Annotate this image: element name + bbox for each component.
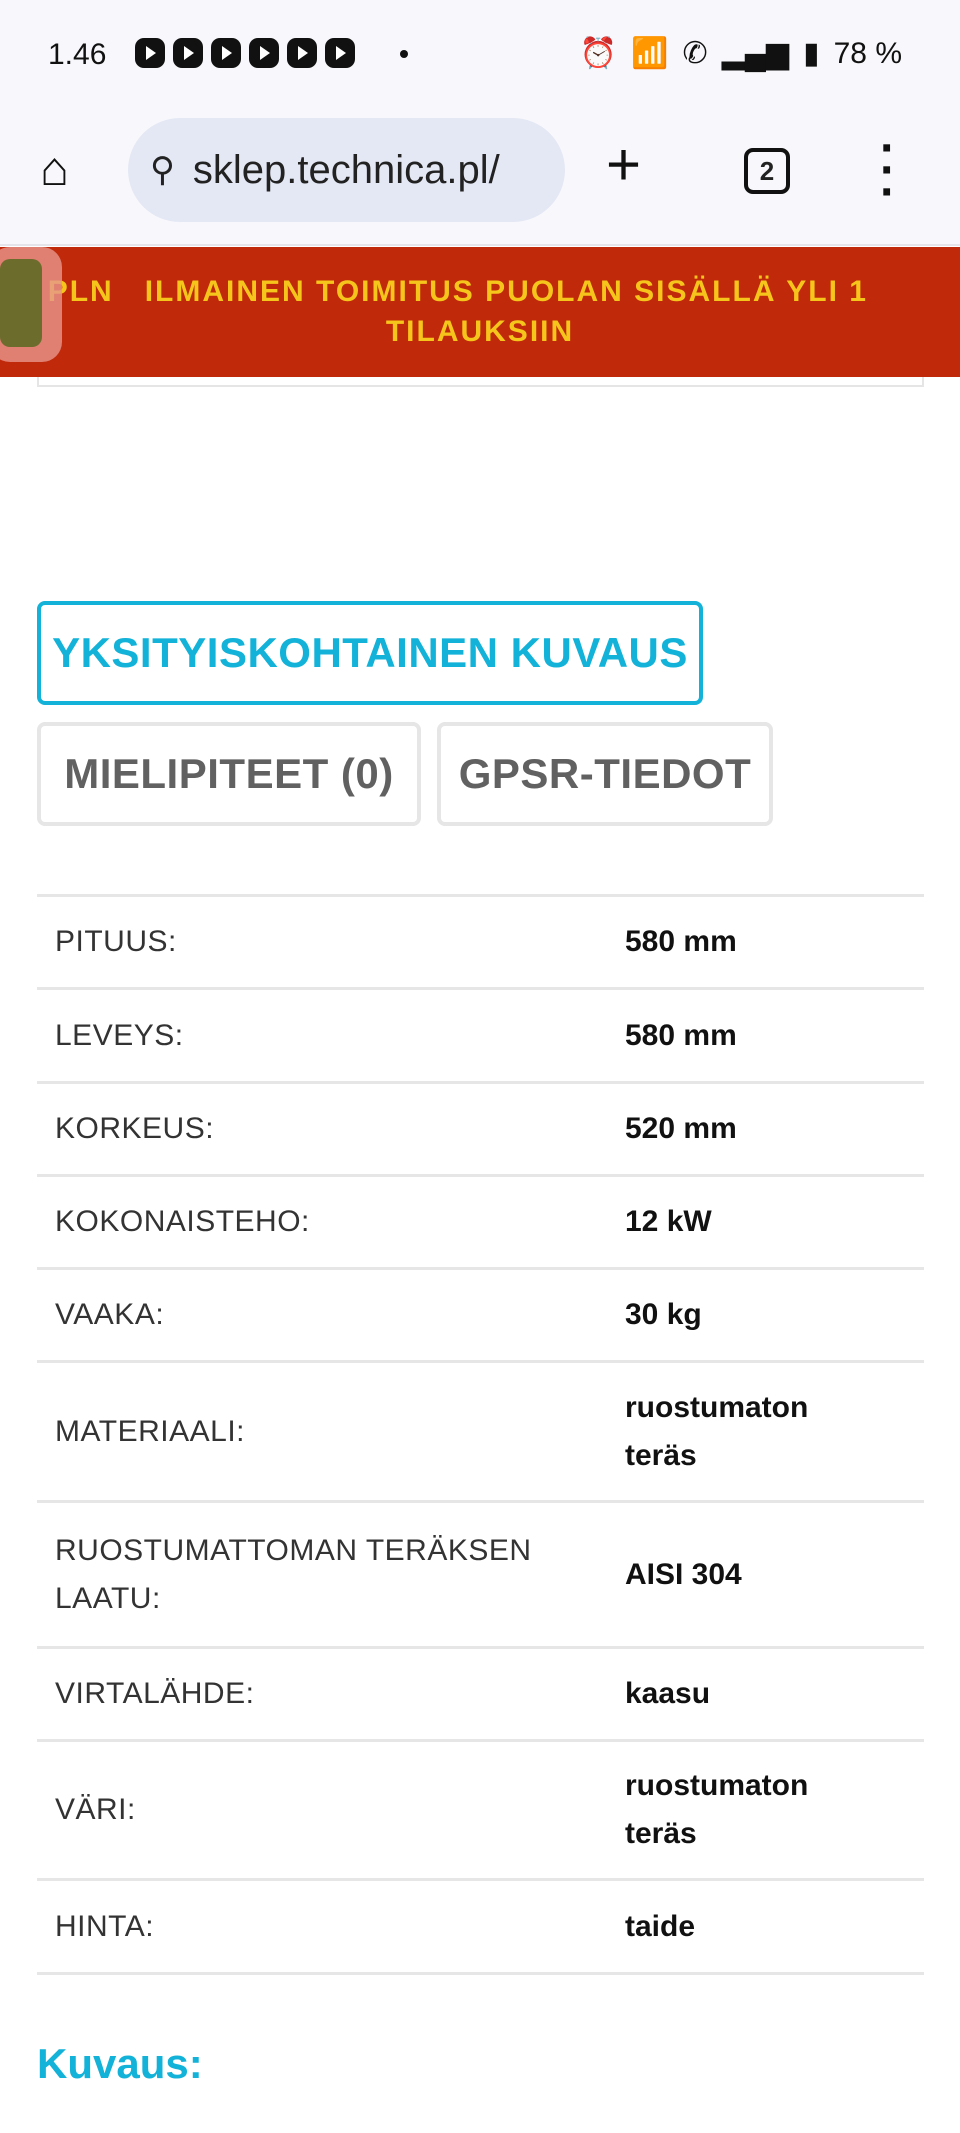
tab-reviews[interactable]: MIELIPITEET (0) bbox=[37, 722, 421, 826]
description-heading: Kuvaus: bbox=[37, 2040, 203, 2087]
spec-label: KORKEUS: bbox=[37, 1081, 625, 1177]
spec-value: 580 mm bbox=[625, 894, 924, 990]
spec-value: 12 kW bbox=[625, 1174, 924, 1270]
spec-row: KORKEUS: 520 mm bbox=[37, 1081, 924, 1177]
youtube-icon bbox=[287, 38, 317, 68]
spec-value: kaasu bbox=[625, 1646, 924, 1742]
spec-value: taide bbox=[625, 1878, 924, 1975]
status-bar: 1.46 ⏰ 📶 ✆ ▂▄▆ ▮ 78 % bbox=[0, 0, 960, 100]
spec-row: VIRTALÄHDE: kaasu bbox=[37, 1646, 924, 1742]
spec-row: VAAKA: 30 kg bbox=[37, 1267, 924, 1363]
previous-section-box bbox=[37, 377, 924, 387]
spec-row: HINTA: taide bbox=[37, 1878, 924, 1975]
spec-value: 580 mm bbox=[625, 987, 924, 1084]
more-notifications-dot bbox=[400, 50, 408, 58]
site-settings-icon[interactable]: ⚲ bbox=[150, 151, 175, 189]
spec-label: VIRTALÄHDE: bbox=[37, 1646, 625, 1742]
youtube-icon bbox=[173, 38, 203, 68]
wifi-icon: 📶 bbox=[631, 37, 669, 70]
home-icon[interactable]: ⌂ bbox=[40, 143, 69, 196]
spec-value: AISI 304 bbox=[625, 1500, 924, 1649]
banner-line1: PLN ILMAINEN TOIMITUS PUOLAN SISÄLLÄ YLI… bbox=[37, 275, 868, 308]
shipping-banner: 00 PLN ILMAINEN TOIMITUS PUOLAN SISÄLLÄ … bbox=[0, 247, 960, 377]
spec-value: 520 mm bbox=[625, 1081, 924, 1177]
spec-row: VÄRI: ruostumaton teräs bbox=[37, 1739, 924, 1881]
spec-row: LEVEYS: 580 mm bbox=[37, 987, 924, 1084]
specs-table: PITUUS: 580 mm LEVEYS: 580 mm KORKEUS: 520 mm… bbox=[37, 894, 924, 1975]
youtube-icon bbox=[325, 38, 355, 68]
clock: 1.46 bbox=[48, 38, 107, 71]
spec-label: KOKONAISTEHO: bbox=[37, 1174, 625, 1270]
spec-label: RUOSTUMATTOMAN TERÄKSEN LAATU: bbox=[37, 1500, 625, 1649]
spec-label: VÄRI: bbox=[37, 1739, 625, 1881]
url-text[interactable]: sklep.technica.pl/ bbox=[192, 147, 500, 192]
spec-label: LEVEYS: bbox=[37, 987, 625, 1084]
battery-level: 78 % bbox=[833, 36, 902, 70]
spec-label: MATERIAALI: bbox=[37, 1360, 625, 1503]
address-bar[interactable]: ⚲ sklep.technica.pl/ bbox=[128, 118, 565, 222]
more-menu-icon[interactable]: · · · bbox=[880, 122, 896, 219]
spec-row: RUOSTUMATTOMAN TERÄKSEN LAATU: AISI 304 bbox=[37, 1500, 924, 1649]
spec-row: MATERIAALI: ruostumaton teräs bbox=[37, 1360, 924, 1503]
youtube-icon bbox=[249, 38, 279, 68]
spec-label: PITUUS: bbox=[37, 894, 625, 990]
youtube-icon bbox=[135, 38, 165, 68]
notification-icons bbox=[135, 38, 355, 68]
youtube-icon bbox=[211, 38, 241, 68]
tab-gpsr-info[interactable]: GPSR-TIEDOT bbox=[437, 722, 773, 826]
floating-chat-bubble[interactable] bbox=[0, 247, 62, 362]
spec-value: ruostumaton teräs bbox=[625, 1739, 924, 1881]
spec-value: 30 kg bbox=[625, 1267, 924, 1363]
tab-detailed-description[interactable]: YKSITYISKOHTAINEN KUVAUS bbox=[37, 601, 703, 705]
banner-line2: TILAUKSIIN bbox=[385, 315, 575, 348]
spec-label: HINTA: bbox=[37, 1878, 625, 1975]
new-tab-icon[interactable]: + bbox=[606, 131, 642, 198]
spec-value: ruostumaton teräs bbox=[625, 1360, 924, 1503]
battery-icon: ▮ bbox=[803, 37, 820, 70]
spec-label: VAAKA: bbox=[37, 1267, 625, 1363]
spec-row: KOKONAISTEHO: 12 kW bbox=[37, 1174, 924, 1270]
wifi-call-icon: ✆ bbox=[682, 37, 708, 70]
signal-icon: ▂▄▆ bbox=[721, 37, 790, 70]
browser-toolbar: ⌂ ⚲ sklep.technica.pl/ + 2 · · · bbox=[0, 100, 960, 246]
spec-row: PITUUS: 580 mm bbox=[37, 894, 924, 990]
alarm-icon: ⏰ bbox=[579, 37, 618, 70]
tab-switcher-button[interactable]: 2 bbox=[744, 148, 790, 194]
